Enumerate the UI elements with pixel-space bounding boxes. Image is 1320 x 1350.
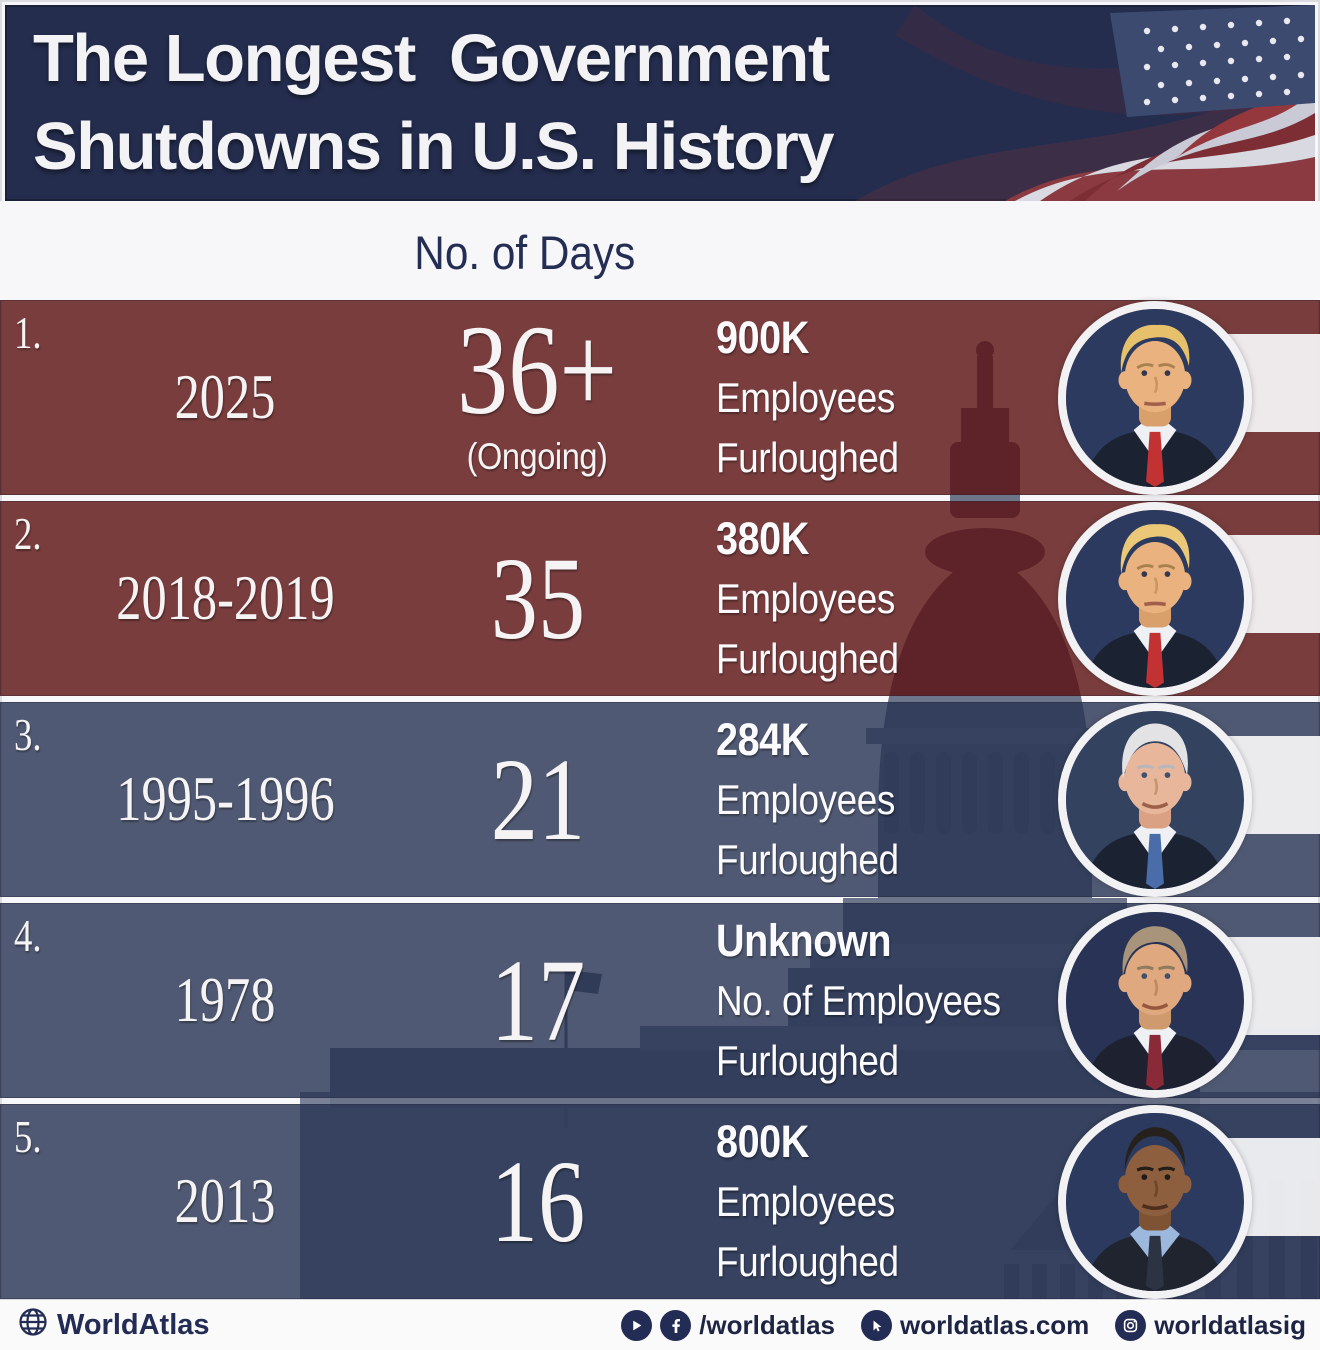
days-value: 17 (490, 934, 585, 1066)
brand-label: WorldAtlas (57, 1309, 210, 1341)
rank-label: 5. (14, 1111, 42, 1162)
days-value: 35 (490, 532, 585, 664)
shutdown-row-1978: 4. 1978 17 Unknown No. of Employees Furl… (0, 903, 1320, 1098)
worldatlas-brand[interactable]: WorldAtlas (18, 1300, 210, 1350)
carter-portrait-icon (1058, 903, 1252, 1098)
globe-icon (18, 1307, 48, 1345)
social-instagram[interactable]: worldatlasig (1115, 1310, 1306, 1341)
days-column-label: No. of Days (414, 226, 636, 279)
instagram-label: worldatlasig (1154, 1310, 1306, 1340)
page-title: The Longest Government Shutdowns in U.S. … (33, 21, 835, 184)
year-label: 2025 (174, 362, 276, 432)
column-header-band: No. of Days (0, 201, 1320, 300)
year-label: 1978 (174, 965, 276, 1035)
social-website[interactable]: worldatlas.com (861, 1310, 1089, 1341)
trump-portrait-icon (1058, 501, 1252, 696)
furloughed-stat: 380K Employees Furloughed (716, 512, 899, 682)
furloughed-stat: 800K Employees Furloughed (716, 1115, 899, 1285)
youtube-icon (621, 1310, 653, 1341)
rank-label: 3. (14, 709, 42, 760)
days-value: 16 (490, 1135, 585, 1267)
handle-label: /worldatlas (699, 1310, 836, 1340)
social-links: /worldatlas worldatlas.com worldatlasig (605, 1300, 1306, 1350)
obama-portrait-icon (1058, 1104, 1252, 1299)
rank-label: 1. (14, 307, 42, 358)
shutdown-row-2013: 5. 2013 16 800K Employees Furloughed (0, 1104, 1320, 1299)
us-flag-icon (855, 5, 1315, 201)
furloughed-stat: 284K Employees Furloughed (716, 713, 899, 883)
website-label: worldatlas.com (900, 1310, 1090, 1340)
instagram-icon (1115, 1310, 1147, 1341)
footer: WorldAtlas /worldatlas worldatlas.com (0, 1299, 1320, 1350)
trump-portrait-icon (1058, 300, 1252, 495)
days-value: 36+ (Ongoing) (457, 298, 618, 477)
year-label: 2013 (174, 1166, 276, 1236)
shutdown-list: 1. 2025 36+ (Ongoing) 900K Employees Fur… (0, 300, 1320, 1299)
furloughed-stat: Unknown No. of Employees Furloughed (716, 914, 1001, 1084)
shutdown-row-1995-1996: 3. 1995-1996 21 284K Employees Furloughe… (0, 702, 1320, 897)
year-label: 2018-2019 (115, 563, 335, 633)
header: The Longest Government Shutdowns in U.S. … (5, 5, 1315, 201)
cursor-icon (861, 1310, 893, 1341)
clinton-portrait-icon (1058, 702, 1252, 897)
days-value: 21 (490, 733, 585, 865)
shutdown-row-2025: 1. 2025 36+ (Ongoing) 900K Employees Fur… (0, 300, 1320, 495)
facebook-icon (660, 1310, 692, 1341)
social-worldatlas-handle[interactable]: /worldatlas (621, 1310, 835, 1341)
year-label: 1995-1996 (115, 764, 335, 834)
rank-label: 2. (14, 508, 42, 559)
furloughed-stat: 900K Employees Furloughed (716, 311, 899, 481)
rank-label: 4. (14, 910, 42, 961)
shutdown-row-2018-2019: 2. 2018-2019 35 380K Employees Furloughe… (0, 501, 1320, 696)
